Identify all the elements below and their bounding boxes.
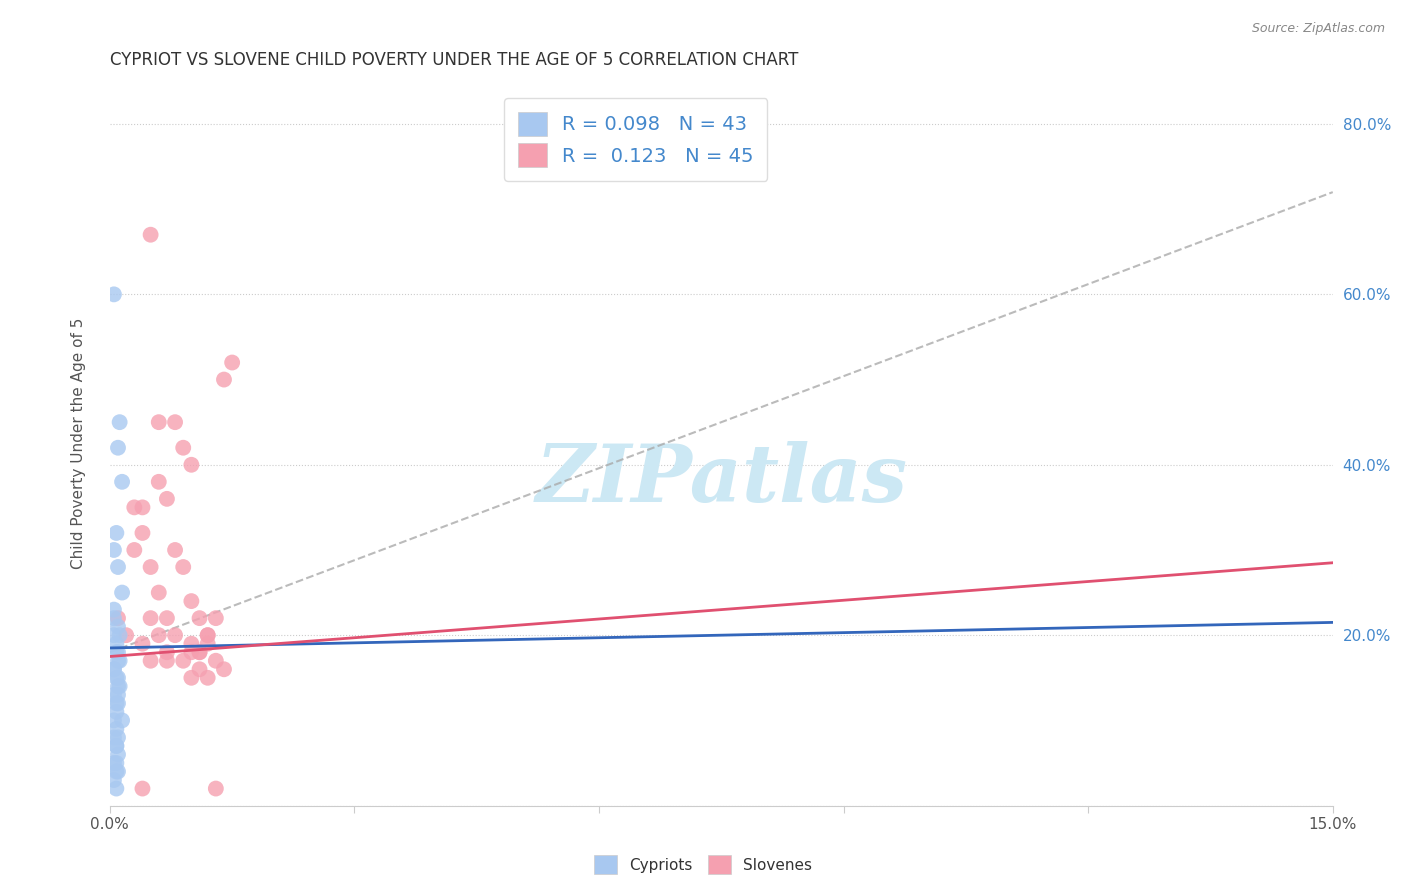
Point	[103, 628, 125, 642]
Point	[205, 654, 228, 668]
Point	[148, 415, 170, 429]
Point	[103, 543, 125, 558]
Point	[103, 662, 125, 676]
Point	[139, 654, 162, 668]
Point	[172, 654, 194, 668]
Point	[105, 525, 128, 540]
Point	[107, 697, 129, 711]
Point	[139, 227, 162, 242]
Point	[103, 662, 125, 676]
Point	[105, 637, 128, 651]
Point	[103, 602, 125, 616]
Point	[115, 628, 138, 642]
Point	[156, 645, 179, 659]
Point	[205, 611, 228, 625]
Point	[180, 645, 202, 659]
Point	[188, 645, 211, 659]
Point	[139, 560, 162, 574]
Point	[103, 756, 125, 770]
Point	[105, 722, 128, 736]
Text: ZIPatlas: ZIPatlas	[536, 441, 907, 518]
Text: CYPRIOT VS SLOVENE CHILD POVERTY UNDER THE AGE OF 5 CORRELATION CHART: CYPRIOT VS SLOVENE CHILD POVERTY UNDER T…	[110, 51, 799, 69]
Point	[107, 764, 129, 779]
Point	[197, 637, 219, 651]
Point	[165, 543, 187, 558]
Point	[107, 688, 129, 702]
Point	[107, 671, 129, 685]
Point	[172, 560, 194, 574]
Point	[124, 500, 146, 515]
Point	[107, 611, 129, 625]
Point	[105, 781, 128, 796]
Point	[205, 781, 228, 796]
Point	[108, 415, 131, 429]
Point	[103, 731, 125, 745]
Point	[107, 731, 129, 745]
Point	[212, 662, 235, 676]
Point	[131, 525, 153, 540]
Point	[212, 373, 235, 387]
Point	[188, 662, 211, 676]
Point	[172, 441, 194, 455]
Point	[105, 705, 128, 719]
Point	[111, 475, 134, 489]
Y-axis label: Child Poverty Under the Age of 5: Child Poverty Under the Age of 5	[72, 318, 86, 569]
Point	[131, 781, 153, 796]
Text: Source: ZipAtlas.com: Source: ZipAtlas.com	[1251, 22, 1385, 36]
Point	[148, 475, 170, 489]
Legend: R = 0.098   N = 43, R =  0.123   N = 45: R = 0.098 N = 43, R = 0.123 N = 45	[503, 98, 768, 181]
Point	[111, 585, 134, 599]
Point	[105, 671, 128, 685]
Point	[165, 628, 187, 642]
Point	[103, 287, 125, 301]
Point	[180, 594, 202, 608]
Point	[105, 764, 128, 779]
Point	[197, 628, 219, 642]
Point	[108, 654, 131, 668]
Point	[180, 637, 202, 651]
Point	[188, 645, 211, 659]
Point	[107, 645, 129, 659]
Point	[165, 415, 187, 429]
Point	[148, 628, 170, 642]
Legend: Cypriots, Slovenes: Cypriots, Slovenes	[588, 849, 818, 880]
Point	[107, 679, 129, 693]
Point	[197, 671, 219, 685]
Point	[105, 739, 128, 753]
Point	[131, 637, 153, 651]
Point	[188, 611, 211, 625]
Point	[108, 628, 131, 642]
Point	[105, 739, 128, 753]
Point	[131, 500, 153, 515]
Point	[105, 756, 128, 770]
Point	[156, 491, 179, 506]
Point	[107, 747, 129, 762]
Point	[156, 654, 179, 668]
Point	[221, 355, 243, 369]
Point	[105, 697, 128, 711]
Point	[108, 679, 131, 693]
Point	[103, 688, 125, 702]
Point	[180, 458, 202, 472]
Point	[103, 611, 125, 625]
Point	[105, 645, 128, 659]
Point	[103, 772, 125, 787]
Point	[103, 714, 125, 728]
Point	[148, 585, 170, 599]
Point	[197, 628, 219, 642]
Point	[107, 441, 129, 455]
Point	[111, 714, 134, 728]
Point	[139, 611, 162, 625]
Point	[107, 620, 129, 634]
Point	[107, 560, 129, 574]
Point	[156, 611, 179, 625]
Point	[124, 543, 146, 558]
Point	[180, 671, 202, 685]
Point	[107, 654, 129, 668]
